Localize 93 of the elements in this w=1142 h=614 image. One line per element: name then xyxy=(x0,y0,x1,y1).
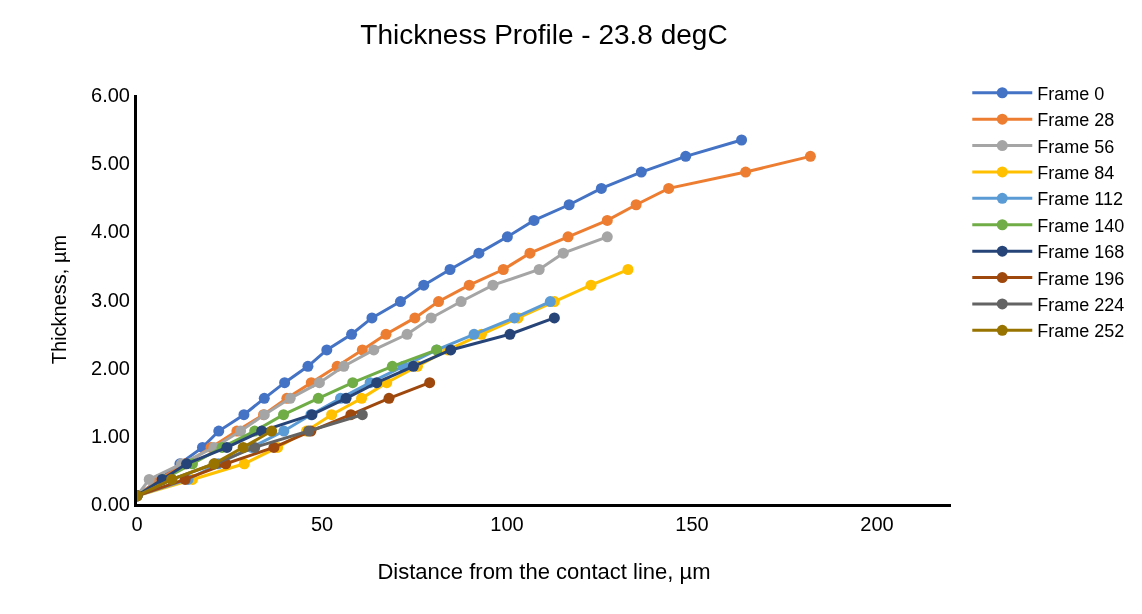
y-tick-label: 0.00 xyxy=(91,493,130,515)
point xyxy=(409,312,421,324)
legend-label: Frame 224 xyxy=(1037,294,1125,315)
y-tick-label: 5.00 xyxy=(91,152,130,175)
x-tick-label: 200 xyxy=(860,513,894,535)
point xyxy=(504,328,516,340)
y-tick-label: 2.00 xyxy=(91,356,130,379)
point xyxy=(368,344,380,356)
point xyxy=(595,182,607,194)
point xyxy=(463,279,475,291)
point xyxy=(278,409,290,421)
point xyxy=(326,409,338,421)
point xyxy=(407,360,419,372)
legend-label: Frame 84 xyxy=(1037,162,1115,183)
legend-label: Frame 56 xyxy=(1037,136,1115,157)
point xyxy=(347,377,359,389)
legend-label: Frame 196 xyxy=(1037,268,1125,289)
point xyxy=(425,312,437,324)
point xyxy=(313,377,325,389)
point xyxy=(356,392,368,404)
point xyxy=(622,264,634,276)
point xyxy=(455,296,467,308)
chart-title: Thickness Profile - 23.8 degC xyxy=(360,19,728,51)
point xyxy=(302,360,314,372)
point xyxy=(508,312,520,324)
point xyxy=(401,328,413,340)
point xyxy=(444,264,456,276)
x-tick-label: 0 xyxy=(131,513,143,535)
legend-label: Frame 168 xyxy=(1037,242,1125,263)
point xyxy=(143,473,155,485)
point xyxy=(740,166,752,178)
point xyxy=(278,425,290,437)
point xyxy=(528,214,540,226)
point xyxy=(312,392,324,404)
point xyxy=(680,150,692,162)
legend-label: Frame 0 xyxy=(1037,83,1105,104)
point xyxy=(548,312,560,324)
point xyxy=(663,182,675,194)
point xyxy=(338,360,350,372)
point xyxy=(497,264,509,276)
point xyxy=(563,199,575,211)
point xyxy=(235,425,247,437)
y-tick-label: 4.00 xyxy=(91,220,130,243)
y-axis-title: Thickness, µm xyxy=(47,234,70,365)
point xyxy=(356,344,368,356)
point xyxy=(221,441,233,453)
point xyxy=(501,231,513,243)
legend-label: Frame 112 xyxy=(1037,189,1123,210)
point xyxy=(356,409,368,421)
legend-label: Frame 140 xyxy=(1037,215,1125,236)
point xyxy=(468,328,480,340)
point xyxy=(635,166,647,178)
point xyxy=(562,231,574,243)
point xyxy=(366,312,378,324)
point xyxy=(386,360,398,372)
y-tick-label: 3.00 xyxy=(91,288,130,311)
x-axis-title: Distance from the contact line, µm xyxy=(377,558,711,584)
point xyxy=(394,296,406,308)
point xyxy=(340,392,352,404)
point xyxy=(371,377,383,389)
y-tick-label: 1.00 xyxy=(91,424,130,447)
point xyxy=(557,247,569,259)
point xyxy=(321,344,333,356)
point xyxy=(418,279,430,291)
point xyxy=(380,328,392,340)
point xyxy=(213,425,225,437)
point xyxy=(736,134,748,146)
point xyxy=(433,296,445,308)
point xyxy=(544,296,556,308)
point xyxy=(238,409,250,421)
point xyxy=(279,377,291,389)
point xyxy=(804,150,816,162)
point xyxy=(237,441,249,453)
point xyxy=(601,214,613,226)
legend-label: Frame 252 xyxy=(1037,321,1125,342)
x-tick-label: 150 xyxy=(675,513,709,535)
y-tick-label: 6.00 xyxy=(91,84,130,106)
point xyxy=(524,247,536,259)
point xyxy=(258,392,270,404)
point xyxy=(533,264,545,276)
point xyxy=(487,279,499,291)
point xyxy=(630,199,642,211)
point xyxy=(238,458,250,470)
point xyxy=(424,377,436,389)
point xyxy=(346,328,358,340)
point xyxy=(585,279,597,291)
point xyxy=(473,247,485,259)
x-tick-label: 50 xyxy=(310,513,334,535)
legend-label: Frame 28 xyxy=(1037,110,1115,131)
x-tick-label: 100 xyxy=(490,513,524,535)
point xyxy=(266,425,278,437)
point xyxy=(383,392,395,404)
point xyxy=(601,231,613,243)
